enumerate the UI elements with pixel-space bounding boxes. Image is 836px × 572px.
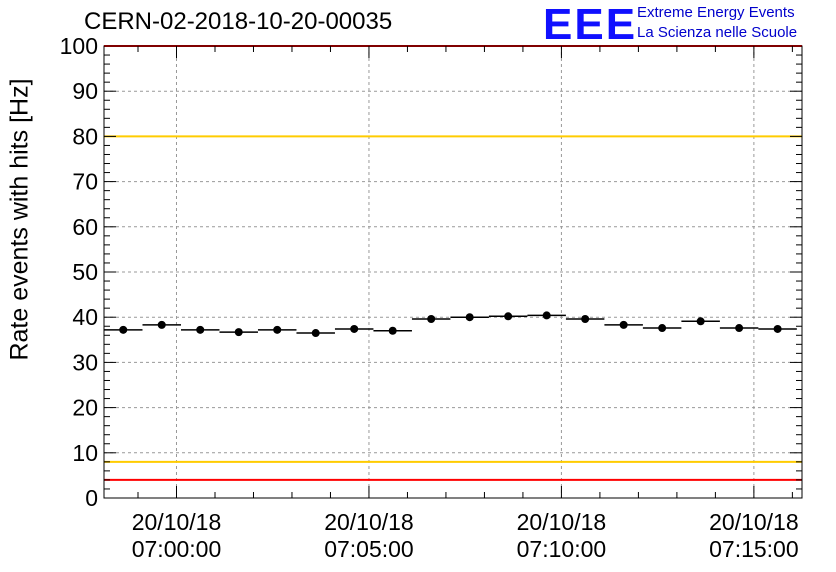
y-tick-label: 40 [72,304,98,330]
data-point [619,320,628,329]
data-point [196,325,205,334]
x-tick-date-label: 20/10/18 [132,509,222,535]
chart-title: CERN-02-2018-10-20-00035 [84,8,393,35]
data-point [388,326,397,335]
data-point [427,315,436,324]
y-tick-label: 0 [85,485,98,511]
y-tick-label: 80 [72,123,98,149]
data-point [504,312,513,321]
data-series [104,311,797,338]
data-point [773,324,782,333]
axes: 010203040506070809010020/10/1807:00:0020… [60,33,802,562]
reference-lines [104,45,802,481]
data-point [234,328,243,337]
data-point [311,329,320,338]
y-tick-label: 70 [72,169,98,195]
grid [104,46,802,498]
logo-line-2: La Scienza nelle Scuole [637,24,798,41]
data-point [542,311,551,320]
y-axis-label: Rate events with hits [Hz] [5,78,34,361]
eee-logo: EEE [543,0,638,49]
x-tick-time-label: 07:10:00 [517,536,607,562]
y-tick-label: 90 [72,78,98,104]
y-tick-label: 10 [72,440,98,466]
y-tick-label: 30 [72,349,98,375]
data-point [658,324,667,333]
x-tick-time-label: 07:05:00 [324,536,414,562]
x-tick-time-label: 07:15:00 [709,536,799,562]
data-point [696,317,705,326]
data-point [273,325,282,334]
data-point [581,315,590,324]
y-tick-label: 100 [60,33,98,59]
x-tick-date-label: 20/10/18 [517,509,607,535]
x-tick-time-label: 07:00:00 [132,536,222,562]
y-tick-label: 50 [72,259,98,285]
data-point [735,324,744,333]
y-tick-label: 60 [72,214,98,240]
logo-line-1: Extreme Energy Events [637,4,795,21]
y-tick-label: 20 [72,395,98,421]
data-point [157,320,166,329]
data-point [350,324,359,333]
x-tick-date-label: 20/10/18 [324,509,414,535]
data-point [119,325,128,334]
data-point [465,313,474,322]
x-tick-date-label: 20/10/18 [709,509,799,535]
